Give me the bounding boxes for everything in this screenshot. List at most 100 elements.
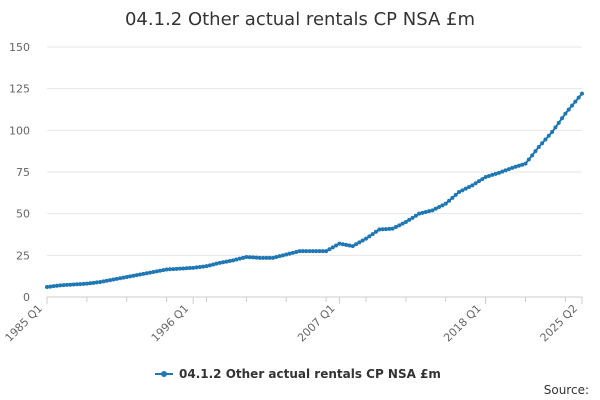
data-point[interactable] [274, 255, 279, 259]
data-point[interactable] [144, 271, 149, 276]
data-point[interactable] [260, 255, 265, 260]
data-point[interactable] [290, 250, 295, 255]
data-point[interactable] [111, 277, 116, 282]
data-point[interactable] [148, 270, 153, 275]
data-point[interactable] [94, 280, 99, 285]
data-point[interactable] [560, 116, 565, 121]
data-point[interactable] [573, 99, 578, 104]
data-point[interactable] [550, 130, 555, 134]
data-point[interactable] [480, 177, 485, 182]
data-point[interactable] [500, 169, 505, 174]
data-point[interactable] [181, 266, 186, 271]
data-point[interactable] [360, 238, 365, 243]
data-point[interactable] [131, 273, 136, 278]
data-point[interactable] [61, 283, 66, 288]
data-point[interactable] [48, 284, 53, 289]
data-point[interactable] [124, 275, 129, 279]
data-point[interactable] [277, 254, 282, 259]
data-point[interactable] [344, 242, 349, 247]
legend[interactable]: 04.1.2 Other actual rentals CP NSA £m [155, 367, 441, 381]
data-point[interactable] [167, 267, 172, 272]
data-point[interactable] [287, 251, 292, 256]
data-point[interactable] [506, 167, 511, 172]
data-point[interactable] [214, 261, 219, 266]
data-point[interactable] [54, 283, 59, 288]
data-point[interactable] [467, 185, 472, 189]
data-point[interactable] [576, 95, 581, 100]
data-point[interactable] [114, 276, 119, 281]
data-point[interactable] [553, 125, 558, 130]
data-point[interactable] [134, 273, 139, 278]
data-point[interactable] [320, 249, 325, 254]
data-point[interactable] [241, 255, 246, 260]
data-point[interactable] [307, 249, 312, 254]
data-point[interactable] [523, 161, 528, 166]
data-point[interactable] [433, 206, 438, 211]
data-point[interactable] [317, 249, 322, 254]
data-point[interactable] [45, 285, 49, 289]
data-point[interactable] [251, 255, 256, 260]
data-point[interactable] [476, 179, 481, 184]
data-point[interactable] [403, 220, 408, 224]
data-point[interactable] [207, 263, 212, 268]
data-point[interactable] [530, 153, 535, 158]
data-point[interactable] [254, 255, 259, 260]
data-point[interactable] [516, 163, 521, 168]
data-point[interactable] [397, 223, 402, 228]
data-point[interactable] [211, 262, 216, 267]
data-point[interactable] [510, 165, 515, 170]
data-point[interactable] [264, 255, 269, 260]
data-point[interactable] [354, 242, 359, 247]
data-point[interactable] [380, 227, 385, 232]
data-point[interactable] [78, 282, 83, 287]
data-point[interactable] [297, 249, 302, 254]
data-point[interactable] [430, 208, 435, 213]
data-point[interactable] [357, 240, 362, 245]
data-point[interactable] [101, 279, 106, 284]
data-point[interactable] [457, 190, 462, 194]
data-point[interactable] [151, 270, 156, 274]
data-point[interactable] [407, 217, 412, 222]
data-point[interactable] [423, 210, 428, 214]
data-point[interactable] [327, 247, 332, 252]
data-point[interactable] [393, 225, 398, 229]
data-point[interactable] [294, 250, 299, 254]
data-point[interactable] [128, 274, 133, 279]
data-point[interactable] [194, 265, 199, 270]
data-point[interactable] [227, 258, 232, 263]
data-point[interactable] [453, 192, 458, 197]
data-point[interactable] [427, 209, 432, 214]
data-point[interactable] [91, 280, 96, 285]
data-point[interactable] [463, 186, 468, 191]
data-point[interactable] [367, 234, 372, 239]
data-point[interactable] [390, 226, 395, 231]
data-point[interactable] [496, 170, 501, 175]
data-point[interactable] [473, 181, 478, 186]
data-point[interactable] [84, 281, 89, 286]
data-point[interactable] [174, 266, 179, 271]
data-point[interactable] [383, 227, 388, 232]
data-point[interactable] [184, 266, 189, 271]
data-point[interactable] [330, 245, 335, 250]
data-point[interactable] [217, 260, 222, 265]
data-point[interactable] [247, 255, 252, 260]
data-point[interactable] [413, 213, 418, 218]
data-point[interactable] [364, 236, 369, 241]
data-point[interactable] [373, 229, 378, 234]
data-point[interactable] [164, 267, 169, 272]
data-point[interactable] [204, 264, 209, 269]
data-point[interactable] [490, 172, 495, 177]
data-point[interactable] [108, 278, 113, 283]
data-point[interactable] [304, 249, 309, 254]
data-point[interactable] [270, 255, 275, 260]
data-point[interactable] [81, 281, 86, 286]
data-point[interactable] [191, 265, 196, 270]
data-point[interactable] [224, 259, 229, 264]
data-point[interactable] [450, 195, 455, 200]
data-point[interactable] [410, 215, 415, 220]
data-point[interactable] [417, 211, 422, 216]
data-point[interactable] [340, 242, 345, 247]
data-point[interactable] [470, 183, 475, 188]
data-point[interactable] [201, 264, 206, 269]
data-point[interactable] [337, 241, 342, 246]
